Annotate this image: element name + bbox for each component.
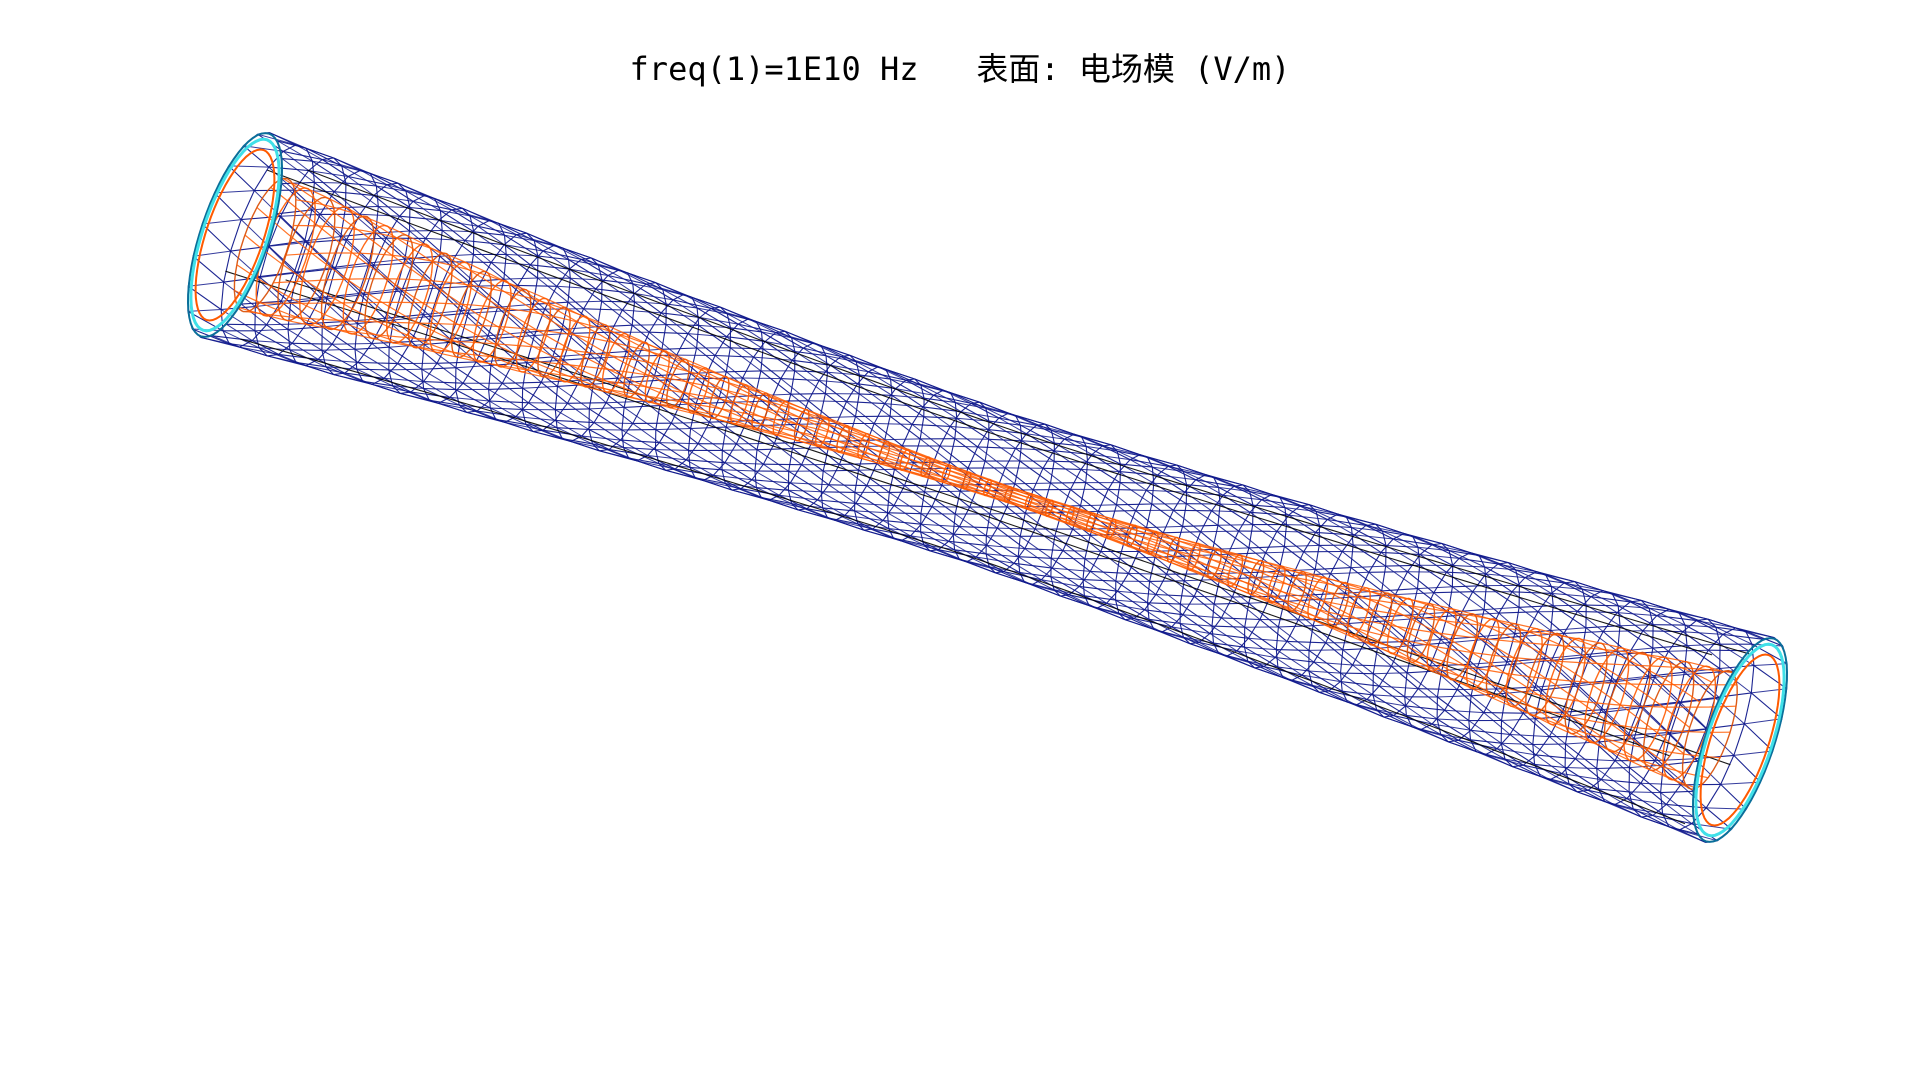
electric-field-surface [233,177,1738,790]
plot-title: freq(1)=1E10 Hz 表面: 电场模 (V/m) [629,50,1291,88]
port-boundary-rings [186,132,1789,843]
outer-mesh-wireframe [187,132,1788,843]
